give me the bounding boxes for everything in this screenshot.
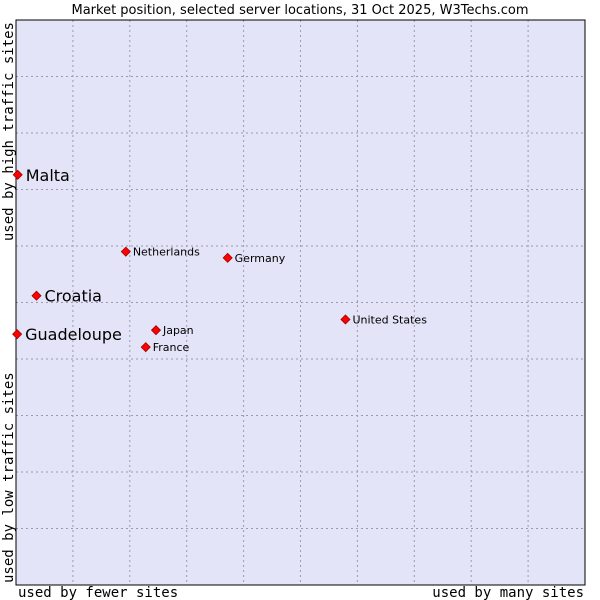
point-marker-guadeloupe (12, 329, 23, 340)
point-label-croatia: Croatia (44, 287, 102, 306)
point-marker-netherlands (120, 246, 131, 257)
data-point-croatia: Croatia (31, 287, 102, 306)
point-label-france: France (153, 341, 190, 354)
point-label-germany: Germany (235, 252, 286, 265)
data-points: Malta Netherlands Germany Croatia United Sta… (12, 166, 427, 354)
point-label-malta: Malta (26, 166, 70, 185)
point-marker-japan (150, 325, 162, 336)
point-label-japan: Japan (162, 324, 194, 337)
point-label-united-states: United States (352, 313, 427, 326)
y-axis-label-top: used by high traffic sites (1, 22, 17, 241)
data-point-guadeloupe: Guadeloupe (12, 325, 122, 344)
y-axis-label-bottom: used by low traffic sites (1, 372, 17, 583)
grid-lines (16, 20, 585, 585)
x-axis-label-left: used by fewer sites (18, 585, 178, 600)
point-marker-malta (12, 169, 23, 180)
data-point-united-states: United States (340, 313, 427, 326)
data-point-germany: Germany (222, 252, 286, 265)
chart-title: Market position, selected server locatio… (71, 3, 528, 18)
point-label-netherlands: Netherlands (133, 246, 200, 259)
plot-border (15, 19, 586, 586)
point-marker-united-states (340, 314, 351, 325)
data-point-malta: Malta (12, 166, 70, 185)
data-point-netherlands: Netherlands (120, 246, 200, 259)
point-label-guadeloupe: Guadeloupe (25, 325, 122, 344)
point-marker-france (140, 342, 151, 353)
point-marker-germany (222, 252, 233, 263)
x-axis-label-right: used by many sites (432, 585, 584, 600)
point-marker-croatia (31, 290, 42, 301)
data-point-france: France (140, 341, 190, 354)
data-point-japan: Japan (150, 324, 194, 337)
